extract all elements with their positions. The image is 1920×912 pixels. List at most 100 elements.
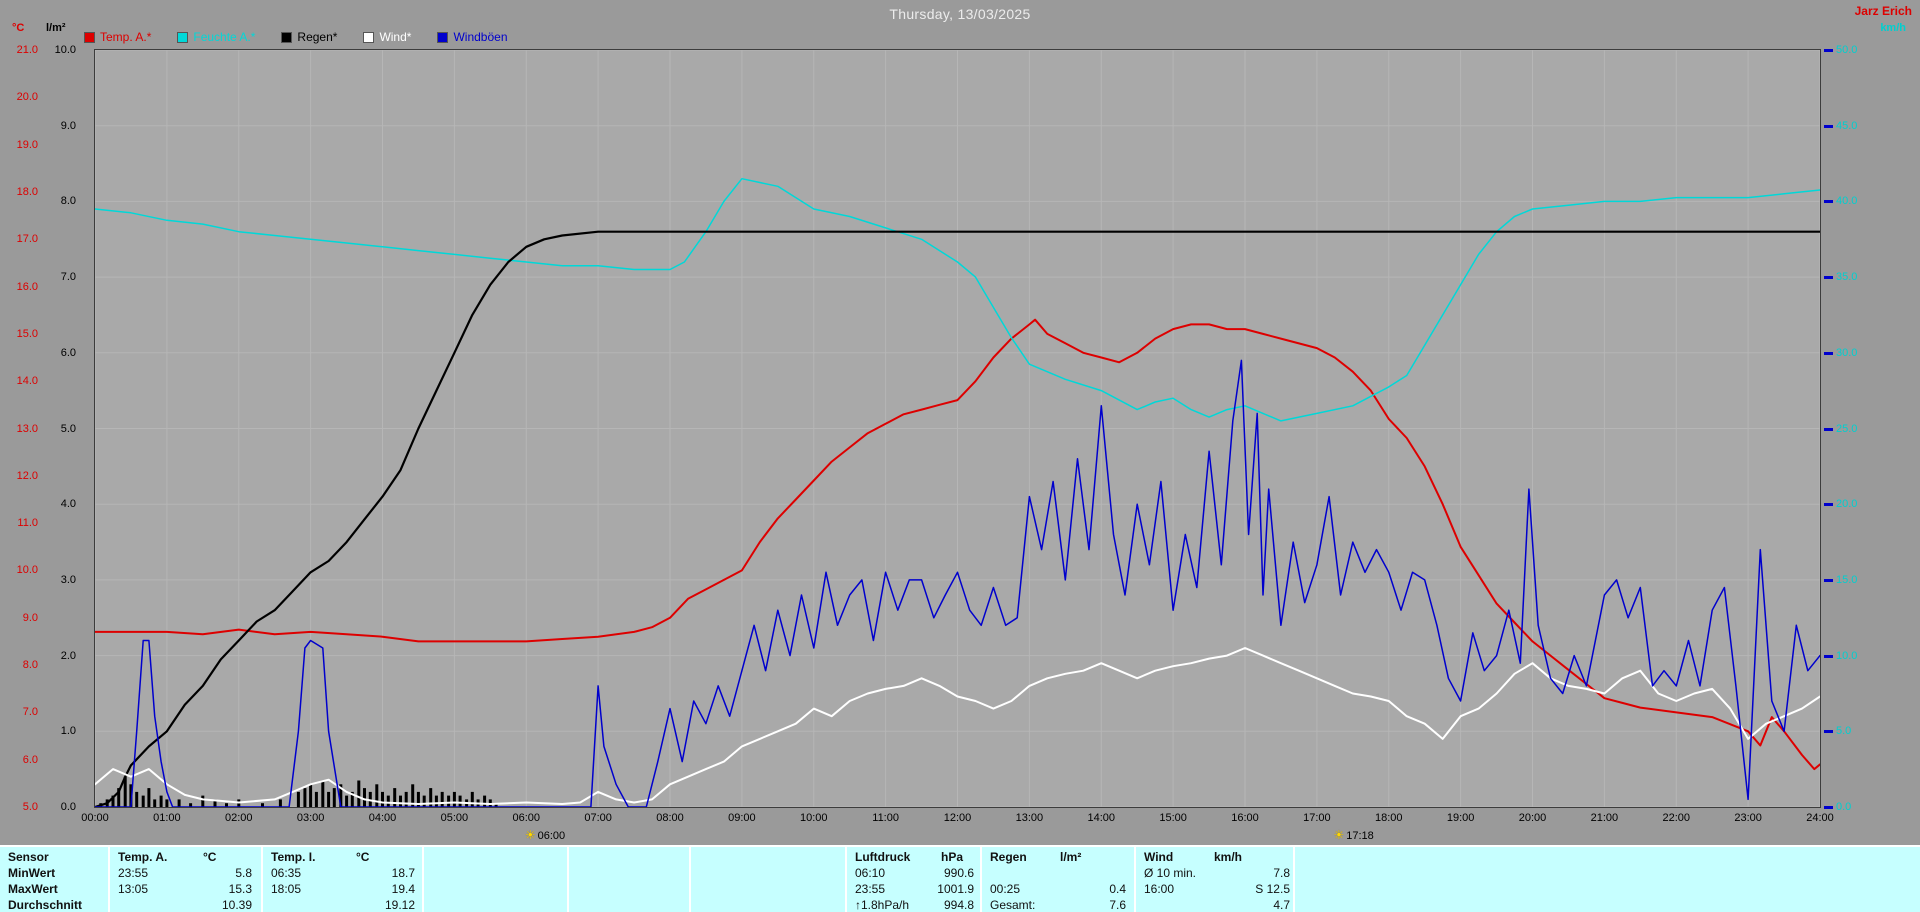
rain-axis-tick: 10.0 xyxy=(54,44,76,56)
rain-rate-bar xyxy=(411,784,415,807)
rain-rate-bar xyxy=(375,784,379,807)
rain-rate-bar xyxy=(332,788,336,807)
temp-axis-tick: 12.0 xyxy=(16,469,38,482)
table-temp_a-avg-value: 10.39 xyxy=(221,898,252,912)
rain-axis-tick: 8.0 xyxy=(60,195,76,208)
series-windboeen xyxy=(95,359,1820,807)
legend-item-windboeen[interactable]: Windböen xyxy=(437,30,508,44)
table-unit-wind: km/h xyxy=(1214,850,1243,864)
temp-axis-tick: 5.0 xyxy=(22,801,38,813)
time-axis-tick: 17:00 xyxy=(1303,812,1331,824)
rain-rate-bar xyxy=(296,791,300,807)
table-wind-max-value: S 12.5 xyxy=(1255,882,1290,896)
table-separator xyxy=(980,847,982,912)
rain-rate-bar xyxy=(135,791,139,807)
table-separator xyxy=(1134,847,1136,912)
legend-item-regen[interactable]: Regen* xyxy=(281,30,337,44)
temp-axis-tick: 18.0 xyxy=(16,185,38,198)
left-axis-unit-celsius: °C xyxy=(12,22,25,34)
table-temp_a-min-time: 23:55 xyxy=(118,866,149,880)
rain-axis-tick: 6.0 xyxy=(60,346,76,359)
chart-canvas xyxy=(95,50,1820,807)
table-unit-temp_i: °C xyxy=(356,850,370,864)
table-wind-min-value: 7.8 xyxy=(1273,866,1290,880)
table-wind-max-time: 16:00 xyxy=(1144,882,1175,896)
table-luftdruck-avg-time: ↑1.8hPa/h xyxy=(855,898,910,912)
rain-axis-tick: 4.0 xyxy=(60,498,76,511)
rain-axis-tick: 0.0 xyxy=(60,801,76,813)
rain-rate-bar xyxy=(117,788,121,807)
wind-axis-tick-mark xyxy=(1824,654,1833,658)
table-header-regen: Regen xyxy=(990,850,1027,864)
rain-rate-bar xyxy=(111,795,115,807)
wind-axis-tick: 40.0 xyxy=(1836,195,1858,208)
table-luftdruck-avg-value: 994.8 xyxy=(943,898,974,912)
temp-axis-tick: 7.0 xyxy=(22,706,38,719)
wind-axis-tick: 10.0 xyxy=(1836,649,1858,662)
time-axis-tick: 19:00 xyxy=(1446,812,1475,824)
rain-rate-bar xyxy=(399,795,402,807)
marker-sunrise: ☀ 06:00 xyxy=(525,828,565,842)
temp-axis-tick: 14.0 xyxy=(16,375,38,388)
time-axis-tick: 18:00 xyxy=(1374,812,1403,824)
temp-axis-tick: 16.0 xyxy=(16,280,38,293)
time-axis-tick: 24:00 xyxy=(1806,812,1834,824)
time-axis-tick: 07:00 xyxy=(584,812,612,824)
rain-rate-bar xyxy=(434,795,438,807)
table-temp_i-max-value: 19.4 xyxy=(391,882,415,896)
rain-rate-bar xyxy=(363,788,366,807)
time-axis-tick: 00:00 xyxy=(81,812,109,824)
marker-time-label: 17:18 xyxy=(1346,830,1374,842)
wind-axis-tick: 30.0 xyxy=(1836,346,1858,359)
rain-rate-bar xyxy=(225,803,228,807)
time-axis-tick: 09:00 xyxy=(728,812,756,824)
table-header-temp_a: Temp. A. xyxy=(118,850,168,864)
rain-rate-bar xyxy=(458,795,462,807)
temp-axis-tick: 17.0 xyxy=(16,233,38,246)
sun-icon: ☀ xyxy=(524,828,536,842)
rain-rate-bar xyxy=(483,795,487,807)
rain-rate-bar xyxy=(494,803,498,807)
rain-axis-tick: 2.0 xyxy=(60,649,76,662)
time-axis-tick: 20:00 xyxy=(1518,812,1547,824)
table-temp_a-max-time: 13:05 xyxy=(118,882,149,896)
wind-axis-tick: 25.0 xyxy=(1836,422,1858,435)
rain-rate-bar xyxy=(303,788,307,807)
legend-item-wind[interactable]: Wind* xyxy=(363,30,411,44)
legend-item-feuchte[interactable]: Feuchte A.* xyxy=(177,30,255,44)
wind-axis-tick-mark xyxy=(1824,427,1833,431)
sun-icon: ☀ xyxy=(1333,828,1345,842)
legend-item-temp-a[interactable]: Temp. A.* xyxy=(84,30,151,44)
temp-axis-tick: 21.0 xyxy=(16,44,38,56)
table-row-label: Sensor xyxy=(8,850,49,864)
rain-rate-bar xyxy=(422,795,426,807)
table-temp_a-max-value: 15.3 xyxy=(228,882,252,896)
table-separator xyxy=(1293,847,1295,912)
table-temp_i-max-time: 18:05 xyxy=(271,882,302,896)
table-regen-avg-time: Gesamt: xyxy=(990,898,1036,912)
table-wind-avg-value: 4.7 xyxy=(1273,898,1290,912)
temp-axis-tick: 9.0 xyxy=(22,611,38,624)
time-axis-tick: 21:00 xyxy=(1590,812,1619,824)
time-axis-tick: 22:00 xyxy=(1662,812,1691,824)
time-axis-tick: 12:00 xyxy=(943,812,972,824)
time-axis-tick: 15:00 xyxy=(1159,812,1187,824)
table-separator xyxy=(422,847,424,912)
rain-rate-bar xyxy=(147,788,151,807)
legend-label-windboeen: Windböen xyxy=(453,30,508,44)
table-separator xyxy=(689,847,691,912)
wind-axis-tick-mark xyxy=(1824,503,1833,507)
wind-axis-tick-mark xyxy=(1824,730,1833,734)
table-row-label: Durchschnitt xyxy=(8,898,83,912)
table-temp_a-min-value: 5.8 xyxy=(235,866,252,880)
rain-rate-bar xyxy=(278,799,282,807)
time-axis-tick: 05:00 xyxy=(440,812,469,824)
rain-rate-bar xyxy=(339,784,343,807)
time-axis-tick: 02:00 xyxy=(224,812,253,824)
time-axis-tick: 10:00 xyxy=(799,812,828,824)
wind-axis-tick: 0.0 xyxy=(1836,801,1852,813)
wind-axis-tick-mark xyxy=(1824,276,1833,280)
rain-rate-bar xyxy=(452,791,456,807)
rain-rate-bar xyxy=(345,795,349,807)
rain-rate-bar xyxy=(386,795,390,807)
